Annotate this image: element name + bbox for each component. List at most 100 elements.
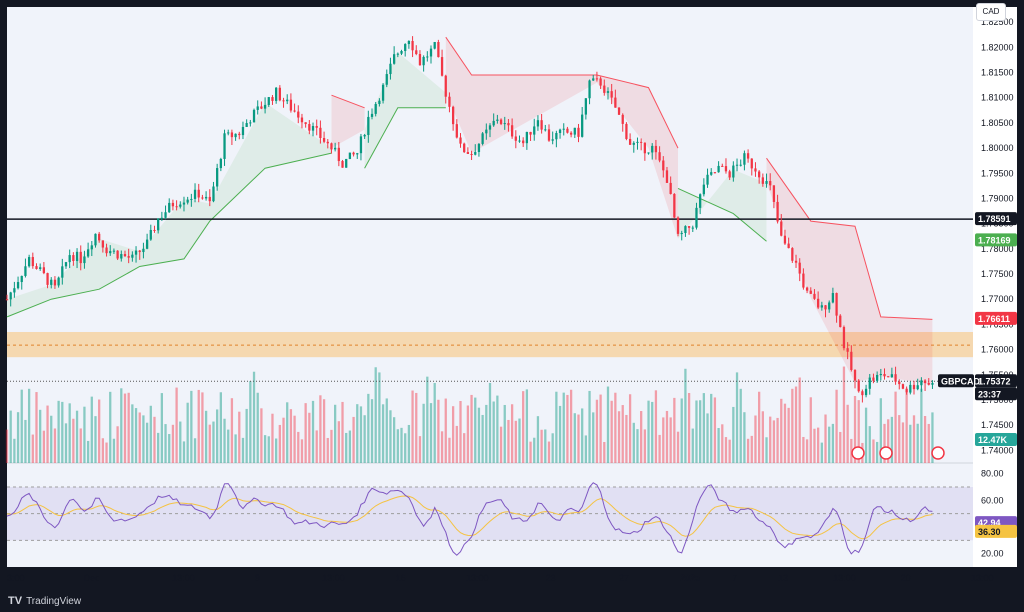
volume-bar	[297, 431, 300, 463]
volume-bar	[404, 433, 407, 463]
candle	[426, 56, 429, 58]
candle	[455, 124, 458, 138]
volume-bar	[72, 418, 75, 463]
candle	[673, 193, 676, 218]
volume-bar	[562, 392, 565, 463]
volume-bar	[551, 433, 554, 463]
volume-bar	[5, 429, 9, 463]
candle	[562, 128, 565, 130]
candle	[783, 235, 787, 244]
candle	[909, 384, 912, 393]
volume-bar	[813, 428, 816, 463]
candle	[529, 131, 532, 135]
volume-bar	[252, 371, 256, 463]
volume-bar	[311, 400, 315, 463]
volume-bar	[116, 426, 119, 463]
candle	[735, 164, 739, 166]
time-tick-label: 13:00	[466, 573, 489, 583]
volume-bar	[533, 437, 536, 463]
volume-bar	[651, 401, 654, 463]
volume-bar	[153, 416, 156, 463]
candle	[374, 103, 377, 114]
volume-bar	[514, 420, 517, 463]
volume-bar	[592, 412, 595, 463]
volume-bar	[356, 404, 359, 463]
volume-bar	[24, 419, 27, 463]
brand-name: TradingView	[26, 595, 82, 607]
candle	[706, 174, 709, 185]
supertrend-line-2	[364, 107, 446, 169]
candle	[149, 229, 152, 240]
supertrend-line-4	[677, 187, 767, 242]
candle	[5, 299, 9, 301]
price-tick-label: 1.81000	[981, 93, 1014, 103]
candle	[440, 57, 444, 76]
volume-bar	[50, 415, 53, 463]
volume-bar	[68, 403, 71, 463]
candle	[599, 78, 602, 86]
candle	[665, 170, 669, 183]
volume-bar	[625, 414, 628, 463]
volume-bar	[451, 406, 455, 463]
candle	[923, 380, 927, 384]
volume-bar	[496, 395, 499, 463]
volume-bar	[599, 394, 602, 463]
volume-bar	[109, 391, 112, 463]
volume-bar	[131, 404, 134, 463]
candle	[381, 84, 385, 101]
candle	[145, 239, 149, 249]
volume-bar	[39, 409, 42, 463]
candle	[868, 377, 871, 389]
candle	[109, 251, 112, 254]
rsi-layer	[6, 482, 973, 556]
candle	[341, 161, 344, 168]
supertrend-fill-3	[445, 37, 678, 239]
volume-bar	[459, 401, 462, 463]
volume-bar	[488, 382, 492, 463]
volume-bar	[322, 399, 326, 463]
volume-bar	[614, 392, 617, 463]
candle	[658, 152, 661, 161]
candle	[721, 165, 724, 167]
candle	[216, 168, 219, 187]
candle	[776, 201, 779, 222]
candle	[57, 277, 60, 286]
candle	[193, 189, 197, 199]
candle	[573, 127, 576, 135]
candle	[112, 250, 116, 252]
candle	[846, 348, 849, 352]
volume-bar	[499, 426, 503, 463]
volume-bar	[875, 441, 879, 463]
volume-bar	[249, 381, 252, 463]
candle	[105, 247, 108, 254]
candle	[138, 250, 141, 253]
candle	[746, 153, 750, 159]
volume-bar	[418, 436, 422, 463]
candle	[584, 98, 588, 115]
candle	[887, 376, 890, 378]
candle	[134, 250, 138, 255]
candle	[451, 106, 455, 125]
volume-bar	[101, 438, 105, 463]
volume-bar	[370, 399, 374, 463]
candle	[94, 233, 97, 246]
candle	[90, 245, 93, 250]
volume-bar	[263, 435, 267, 463]
currency-badge[interactable]: CAD	[976, 3, 1006, 21]
candle	[577, 127, 580, 137]
volume-bar	[9, 410, 12, 463]
volume-bar	[724, 437, 728, 463]
candlestick-chart[interactable]: 1.82500 1.82000 1.81500 1.81000 1.80500 1.800…	[0, 0, 1024, 590]
volume-bar	[905, 393, 908, 463]
candle	[415, 50, 418, 55]
volume-bar	[341, 401, 344, 463]
candle	[647, 152, 650, 154]
volume-bar	[481, 414, 484, 463]
volume-bar	[112, 438, 116, 463]
volume-bar	[385, 398, 388, 463]
candle	[348, 152, 352, 159]
candle	[131, 254, 134, 258]
volume-bar	[138, 412, 141, 463]
brand[interactable]: TV TradingView	[8, 595, 81, 607]
